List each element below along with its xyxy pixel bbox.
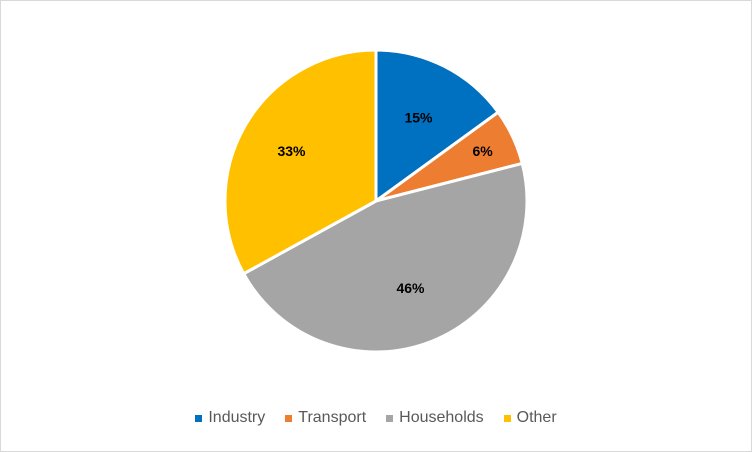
legend-swatch-households — [386, 414, 394, 422]
legend-swatch-industry — [195, 414, 203, 422]
pie-slice-other — [223, 48, 378, 276]
legend-item-transport: Transport — [285, 409, 366, 427]
legend-item-other: Other — [503, 409, 557, 427]
pie-slice-industry — [374, 48, 500, 203]
legend-label-households: Households — [399, 409, 484, 426]
pie-data-labels: 15% 6% 46% 33% — [277, 110, 493, 296]
legend-item-industry: Industry — [195, 409, 265, 427]
data-label-other: 33% — [277, 143, 306, 159]
pie-slice-households — [242, 161, 529, 354]
legend: Industry Transport Households Other — [0, 409, 752, 427]
data-label-industry: 15% — [404, 110, 433, 126]
legend-swatch-other — [503, 414, 511, 422]
legend-label-transport: Transport — [298, 409, 367, 426]
data-label-households: 46% — [396, 280, 425, 296]
data-label-transport: 6% — [472, 143, 493, 159]
legend-swatch-transport — [285, 414, 293, 422]
legend-item-households: Households — [386, 409, 484, 427]
legend-label-other: Other — [516, 409, 557, 426]
legend-label-industry: Industry — [208, 409, 266, 426]
pie-slices — [223, 48, 529, 354]
